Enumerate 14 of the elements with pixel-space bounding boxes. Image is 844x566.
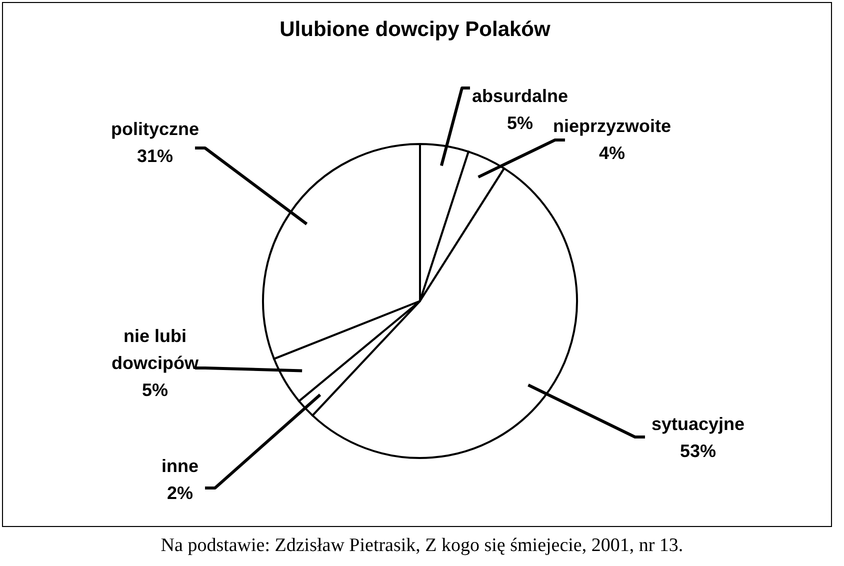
data-label: 5% (506, 113, 534, 133)
slice-label: inne (161, 456, 199, 476)
data-label: 31% (136, 146, 174, 166)
slice-label: sytuacyjne (651, 414, 745, 434)
text: Na podstawie: Zdzisław Pietrasik, Z kogo się śmiejecie, 2001, nr 13. (160, 535, 684, 557)
data-label: 2% (166, 483, 194, 503)
data-label: 53% (680, 441, 716, 461)
slice-label: nieprzyzwoite (552, 116, 672, 136)
chart-title: Ulubione dowcipy Polaków (278, 18, 552, 42)
data-label: 5% (142, 380, 168, 400)
slice-label: polityczne (110, 119, 200, 139)
slice-label: nie lubi dowcipów (112, 326, 200, 373)
data-label: 4% (598, 143, 626, 163)
slice-label: absurdalne (472, 86, 568, 106)
